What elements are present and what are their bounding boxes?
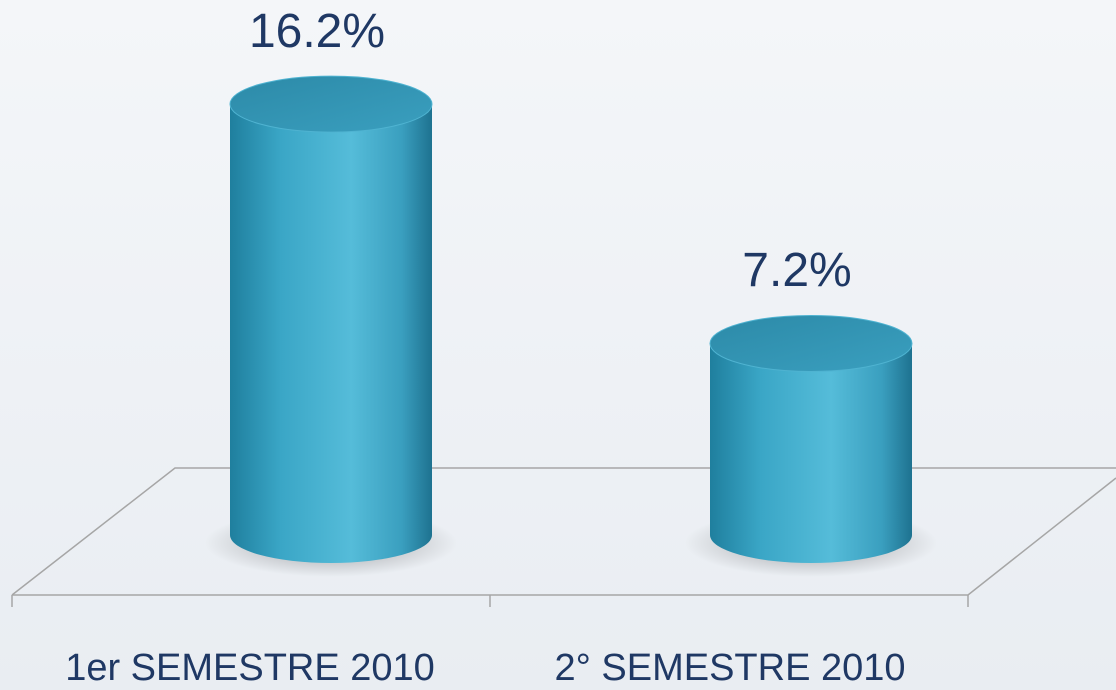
- x-tick-label: 1er SEMESTRE 2010: [65, 647, 435, 689]
- x-tick-label: 2° SEMESTRE 2010: [554, 647, 905, 689]
- data-label: 7.2%: [742, 244, 851, 297]
- cylinder-top: [709, 314, 913, 372]
- cylinder: [685, 314, 937, 577]
- cylinder: [205, 75, 457, 577]
- cylinder-body: [230, 104, 432, 563]
- cylinder-top: [229, 75, 433, 133]
- cylinder-body: [710, 343, 912, 563]
- data-label: 16.2%: [249, 5, 385, 58]
